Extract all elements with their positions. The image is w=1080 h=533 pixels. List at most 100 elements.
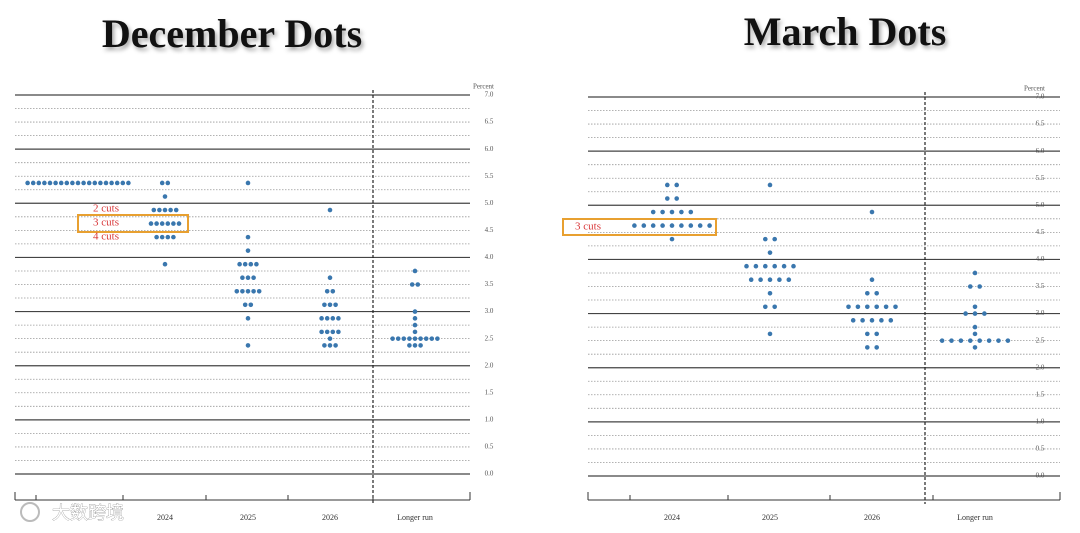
dot — [114, 180, 120, 186]
dot — [409, 282, 415, 287]
dot — [418, 343, 423, 348]
y-tick-label: 0.0 — [485, 470, 494, 478]
dot — [242, 261, 248, 267]
dot — [92, 180, 98, 186]
y-tick-label: 3.5 — [485, 280, 494, 288]
dot — [939, 338, 945, 343]
dot — [330, 316, 336, 321]
dot — [865, 331, 870, 337]
dot — [674, 182, 679, 188]
dot — [781, 263, 787, 269]
annotation-box — [77, 214, 189, 233]
dot — [256, 288, 262, 294]
dot — [697, 223, 703, 228]
dot — [777, 277, 782, 283]
dot — [322, 343, 327, 348]
x-tick-label: Longer run — [397, 513, 433, 522]
dot — [958, 338, 964, 343]
dot — [327, 275, 333, 281]
dot — [883, 304, 889, 310]
dot — [972, 331, 978, 337]
y-tick-label: 5.5 — [1036, 174, 1045, 182]
dot — [251, 288, 256, 294]
dot — [168, 207, 173, 213]
dot — [996, 338, 1001, 343]
y-tick-label: 3.5 — [1036, 282, 1045, 290]
dot — [248, 261, 254, 267]
dot — [650, 223, 656, 228]
dot — [30, 180, 36, 186]
dot — [165, 234, 171, 240]
y-tick-label: 0.5 — [485, 443, 494, 451]
dot — [245, 234, 251, 240]
dot — [25, 180, 30, 186]
dot — [47, 180, 53, 186]
x-tick-label: 2026 — [322, 513, 338, 522]
dot — [758, 277, 763, 283]
dot — [245, 316, 251, 321]
dot — [982, 311, 987, 316]
dot — [865, 304, 870, 310]
dot — [888, 318, 894, 323]
dot — [126, 180, 131, 186]
dot — [855, 304, 861, 310]
annotation: 3 cuts — [575, 221, 601, 233]
dot — [772, 304, 777, 310]
dot — [418, 336, 423, 341]
x-tick-label: Longer run — [957, 513, 993, 522]
y-tick-label: 6.5 — [485, 118, 494, 126]
x-tick-label: 2026 — [864, 513, 880, 522]
dot — [333, 343, 338, 348]
dot — [103, 180, 109, 186]
dot — [977, 284, 982, 289]
dot — [86, 180, 92, 186]
dot — [846, 304, 851, 310]
dot — [336, 329, 341, 335]
dot — [159, 234, 165, 240]
dot — [874, 331, 879, 337]
dot — [165, 221, 171, 226]
dot — [968, 338, 973, 343]
y-tick-label: 4.5 — [1036, 228, 1045, 236]
dot — [330, 288, 336, 294]
dot — [669, 223, 675, 228]
dot — [176, 221, 182, 226]
dot — [245, 180, 251, 186]
dot — [874, 345, 879, 350]
dot — [772, 263, 777, 269]
dot — [53, 180, 58, 186]
dot — [109, 180, 114, 186]
dot — [412, 336, 418, 341]
dot — [75, 180, 81, 186]
dot — [415, 282, 421, 287]
dot — [869, 277, 875, 283]
dot — [707, 223, 712, 228]
watermark-icon — [20, 502, 40, 522]
dot — [171, 234, 176, 240]
dot — [234, 288, 240, 294]
dot — [660, 223, 665, 228]
dot — [165, 180, 171, 186]
y-tick-label: 6.0 — [485, 145, 494, 153]
dot — [327, 343, 333, 348]
dot — [665, 182, 670, 188]
dot — [669, 236, 675, 242]
dot — [242, 302, 248, 308]
dot — [327, 336, 333, 341]
y-tick-label: 6.5 — [1036, 120, 1045, 128]
dot — [162, 194, 168, 199]
y-tick-label: 4.0 — [485, 253, 494, 261]
y-tick-label: 1.5 — [485, 388, 494, 396]
dot — [159, 221, 165, 226]
dot — [254, 261, 259, 267]
annotation: 4 cuts — [93, 231, 119, 243]
y-axis-label: Percent — [473, 83, 494, 91]
dot — [120, 180, 126, 186]
y-axis-label: Percent — [1024, 85, 1045, 93]
dot — [968, 284, 973, 289]
dot — [245, 275, 251, 281]
dot — [972, 304, 978, 310]
dot — [632, 223, 637, 228]
dot — [423, 336, 429, 341]
